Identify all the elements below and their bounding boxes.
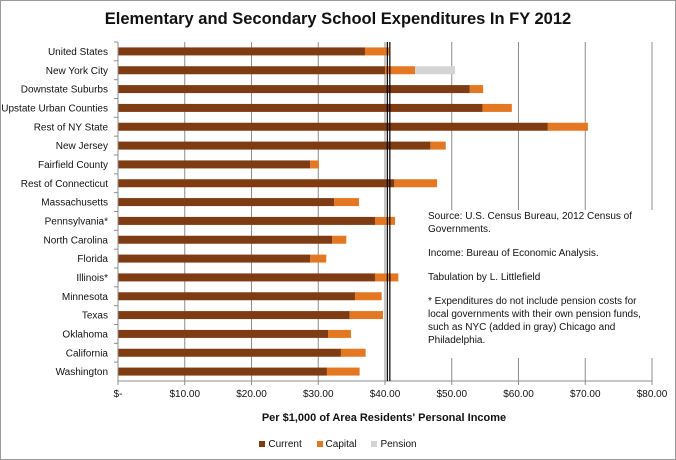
bar-current — [118, 160, 311, 169]
bar-capital — [364, 47, 390, 56]
x-tick-label: $40.00 — [370, 389, 401, 400]
pension-footnote: * Expenditures do not include pension co… — [428, 296, 641, 346]
category-label: Upstate Urban Counties — [1, 103, 108, 114]
bar-current — [118, 311, 350, 320]
legend-item-current: Current — [259, 439, 302, 450]
bar-current — [118, 254, 311, 263]
tabulation-note: Tabulation by L. Littlefield — [428, 272, 541, 283]
bar-capital — [430, 141, 446, 150]
bar-capital — [374, 216, 396, 225]
category-label: North Carolina — [44, 235, 109, 246]
legend-item-pension: Pension — [371, 439, 417, 450]
category-label: Minnesota — [62, 292, 109, 303]
category-label: Rest of NY State — [34, 122, 109, 133]
category-label: United States — [48, 47, 108, 58]
bar-capital — [482, 103, 512, 112]
bar-capital — [310, 254, 327, 263]
x-tick-label: $80.00 — [637, 389, 668, 400]
category-label: Oklahoma — [62, 329, 108, 340]
x-tick-label: $30.00 — [303, 389, 334, 400]
legend-item-capital: Capital — [316, 439, 357, 450]
bar-capital — [328, 329, 351, 338]
bar-capital — [326, 367, 360, 376]
bar-current — [118, 179, 395, 188]
x-axis-label: Per $1,000 of Area Residents' Personal I… — [262, 412, 506, 424]
legend-label-pension: Pension — [380, 439, 417, 450]
category-label: Rest of Connecticut — [21, 179, 108, 190]
bar-current — [118, 85, 470, 94]
x-tick-label: $60.00 — [503, 389, 534, 400]
bar-capital — [469, 85, 484, 94]
x-tick-label: $20.00 — [236, 389, 267, 400]
x-tick-labels: $- $10.00 $20.00 $30.00 $40.00 $50.00 $60.00 $7… — [114, 381, 668, 400]
bar-capital — [340, 348, 366, 357]
category-label: Washington — [56, 367, 108, 378]
x-tick-label: $70.00 — [570, 389, 601, 400]
bar-current — [118, 348, 341, 357]
category-label: New York City — [46, 66, 108, 77]
source-annotation: Source: U.S. Census Bureau, 2012 Census … — [428, 210, 653, 358]
legend-swatch-capital — [316, 441, 323, 448]
bar-pension — [415, 66, 456, 75]
bar-current — [118, 216, 375, 225]
bar-capital — [394, 179, 438, 188]
bar-current — [118, 198, 335, 207]
bars — [118, 47, 588, 376]
category-label: Texas — [82, 311, 108, 322]
bar-capital — [385, 66, 416, 75]
bar-current — [118, 367, 327, 376]
category-label: Florida — [77, 254, 108, 265]
bar-capital — [334, 198, 359, 207]
chart-title: Elementary and Secondary School Expendit… — [104, 10, 572, 28]
bar-current — [118, 103, 483, 112]
bar-capital — [349, 311, 383, 320]
category-labels: United States New York City Downstate Subu… — [1, 41, 118, 378]
bar-current — [118, 235, 333, 244]
x-tick-label: $50.00 — [436, 389, 467, 400]
bar-capital — [354, 292, 382, 301]
bar-current — [118, 122, 548, 131]
source-note: Source: U.S. Census Bureau, 2012 Census … — [428, 211, 633, 235]
bar-current — [118, 292, 355, 301]
legend-swatch-pension — [371, 441, 378, 448]
bar-capital — [310, 160, 319, 169]
bar-current — [118, 66, 385, 75]
category-label: Illinois* — [76, 273, 108, 284]
x-tick-label: $10.00 — [169, 389, 200, 400]
category-label: Massachusetts — [41, 198, 108, 209]
bar-current — [118, 47, 365, 56]
income-note: Income: Bureau of Economic Analysis. — [428, 248, 599, 259]
bar-current — [118, 329, 329, 338]
category-label: Fairfield County — [38, 160, 108, 171]
x-tick-label: $- — [114, 389, 123, 400]
category-label: Pennsylvania* — [45, 216, 108, 227]
legend-label-capital: Capital — [325, 439, 357, 450]
category-label: Downstate Suburbs — [21, 85, 108, 96]
category-label: New Jersey — [56, 141, 108, 152]
legend: Current Capital Pension — [0, 439, 676, 450]
bar-capital — [332, 235, 347, 244]
category-label: California — [66, 348, 109, 359]
bar-current — [118, 273, 375, 282]
legend-swatch-current — [259, 441, 266, 448]
bar-capital — [374, 273, 399, 282]
bar-capital — [547, 122, 588, 131]
legend-label-current: Current — [268, 439, 302, 450]
bar-current — [118, 141, 431, 150]
